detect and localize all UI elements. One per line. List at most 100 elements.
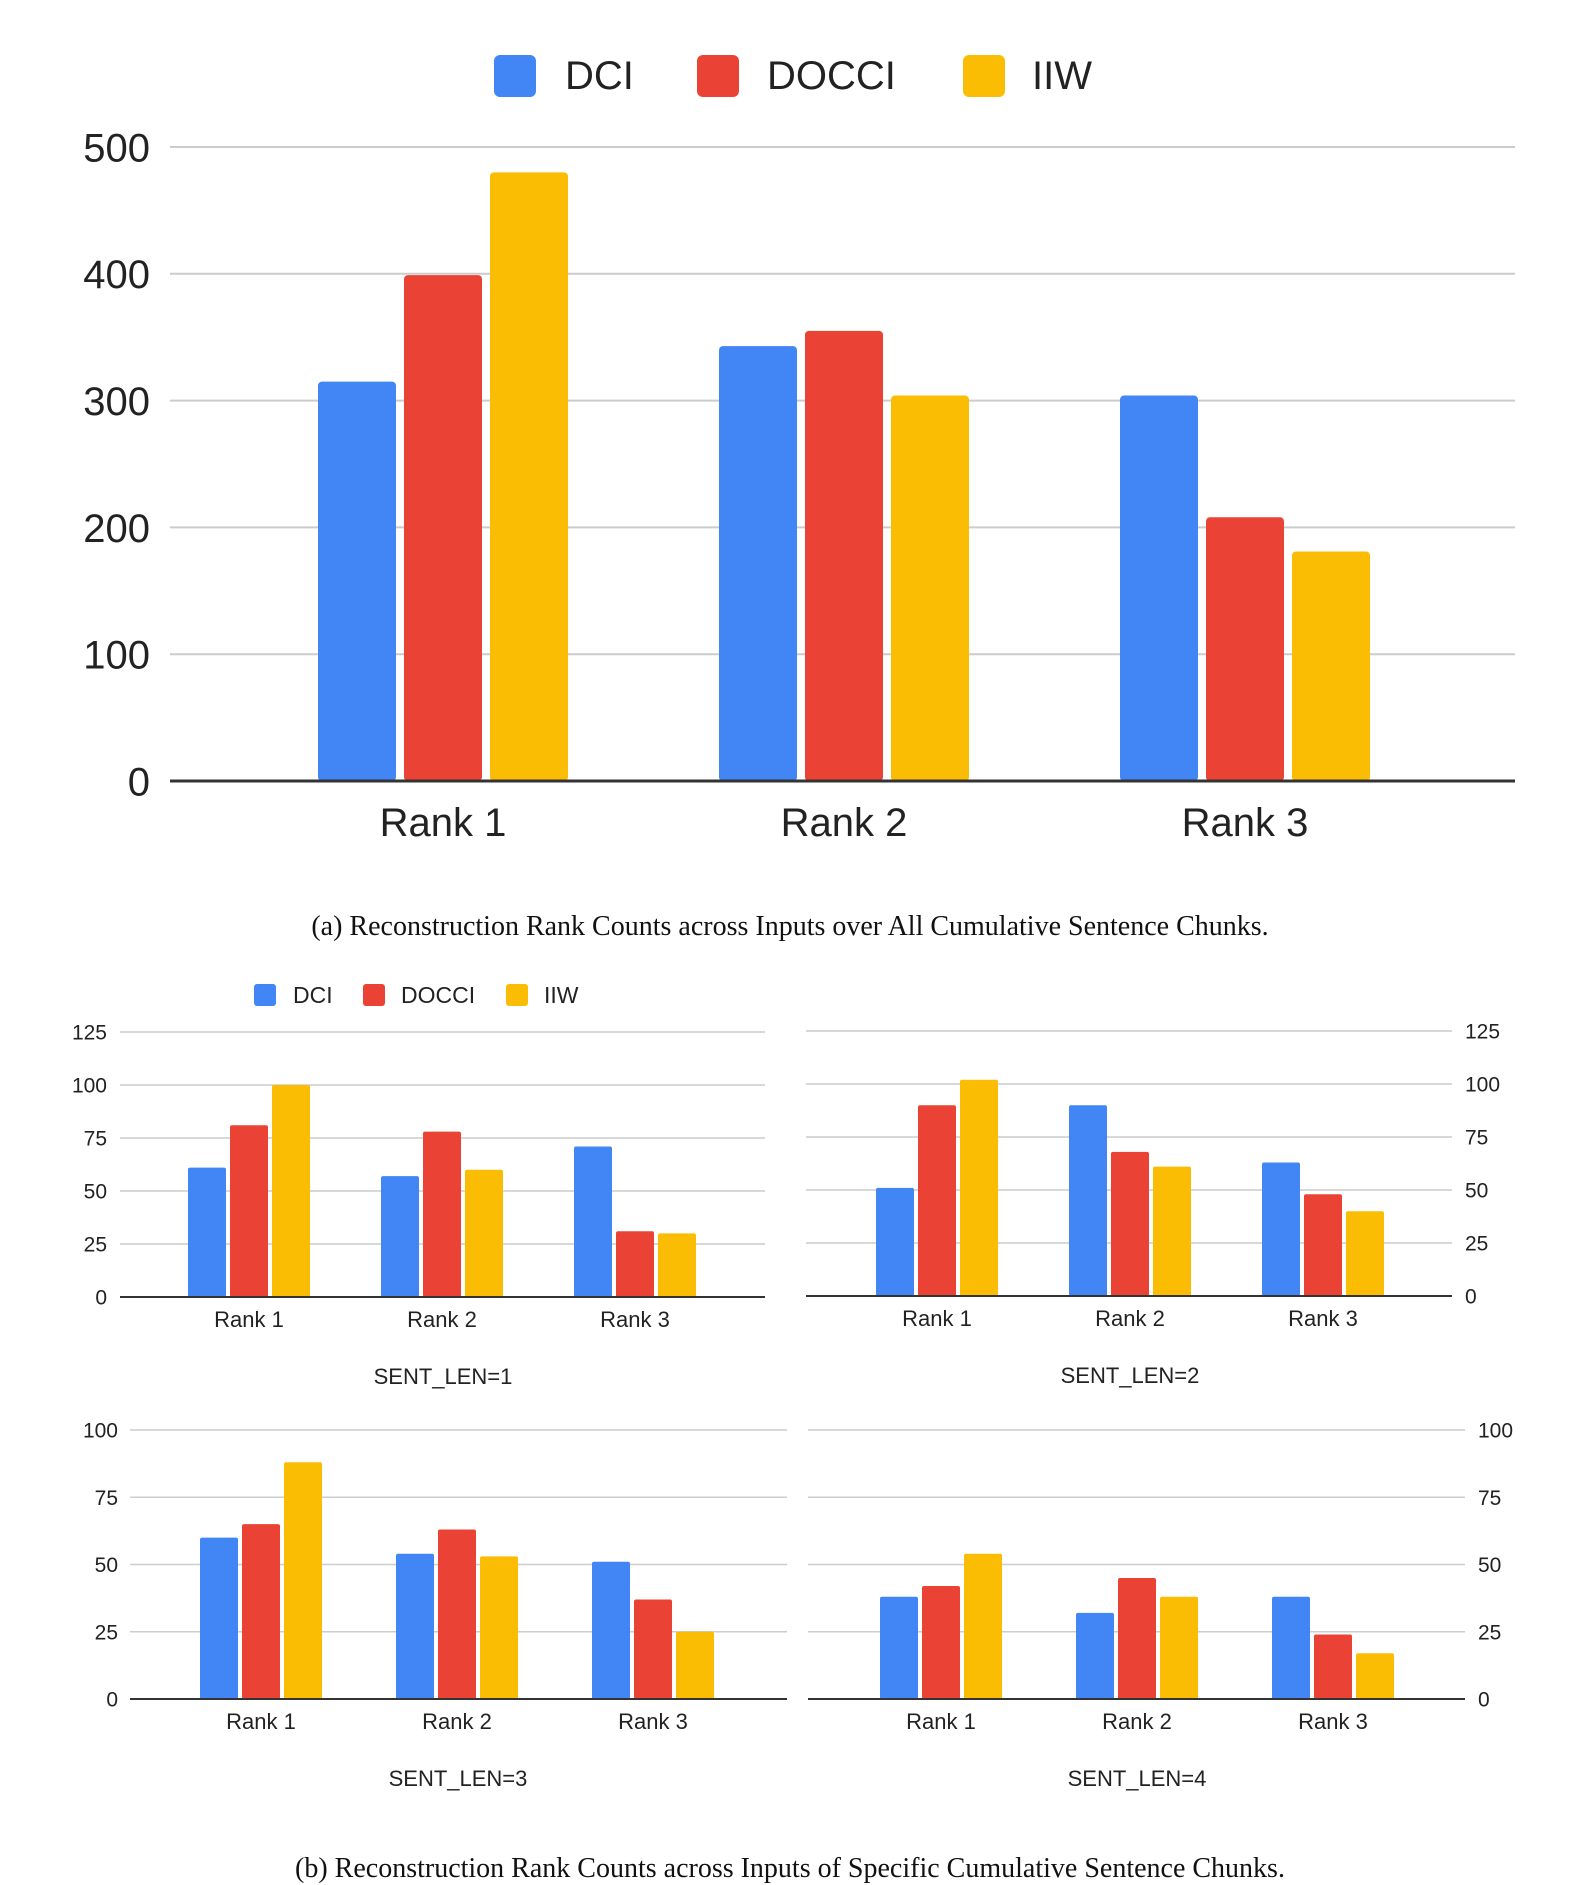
x-tick-label-rank-2: Rank 2 [781,801,908,845]
legend-label-docci: DOCCI [767,54,896,98]
x-tick-label-rank-2: Rank 2 [1102,1709,1172,1734]
bar-dci-rank-3 [1272,1596,1310,1699]
bar-dci-rank-2 [1076,1612,1114,1699]
bar-docci-rank-2 [423,1131,461,1297]
subchart-sent-len-3: 0 25 50 75 100 Rank 1 Rank 2 Rank 3 SENT_LEN=3 [83,1420,787,1791]
bar-iiw-rank-3 [1292,551,1370,781]
chart-grid-legend: DCI DOCCI IIW [254,982,579,1008]
x-tick-label-rank-1: Rank 1 [380,801,507,845]
y-tick-label-50: 50 [84,1181,107,1204]
y-tick-label-75: 75 [1465,1127,1488,1150]
bar-iiw-rank-2 [480,1556,518,1699]
bar-dci-rank-1 [876,1187,914,1296]
chart-main-legend: DCI DOCCI IIW [494,54,1092,98]
y-tick-label-125: 125 [1465,1021,1500,1044]
bar-iiw-rank-2 [1160,1596,1198,1699]
bar-docci-rank-1 [922,1586,960,1699]
y-tick-label-500: 500 [83,126,150,170]
bar-docci-rank-3 [1314,1634,1352,1699]
x-tick-label-rank-2: Rank 2 [422,1709,492,1734]
bar-iiw-rank-2 [465,1169,503,1297]
bar-dci-rank-1 [880,1596,918,1699]
legend-label-docci: DOCCI [401,982,475,1008]
bar-docci-rank-1 [230,1125,268,1297]
bar-dci-rank-3 [1120,395,1198,781]
bar-iiw-rank-3 [1356,1653,1394,1699]
bar-dci-rank-1 [200,1537,238,1699]
x-axis-title: SENT_LEN=1 [374,1364,513,1389]
y-tick-label-300: 300 [83,380,150,424]
x-tick-label-rank-1: Rank 1 [226,1709,296,1734]
y-tick-label-0: 0 [1465,1286,1477,1309]
bar-dci-rank-1 [318,381,396,781]
x-tick-label-rank-3: Rank 3 [618,1709,688,1734]
y-tick-label-25: 25 [1465,1233,1488,1256]
x-tick-label-rank-3: Rank 3 [600,1307,670,1332]
y-tick-label-0: 0 [106,1689,118,1712]
y-tick-label-75: 75 [84,1128,107,1151]
legend-swatch-dci [254,984,276,1006]
bar-dci-rank-2 [381,1176,419,1297]
y-tick-label-50: 50 [1465,1180,1488,1203]
y-tick-label-0: 0 [128,760,150,804]
bar-dci-rank-3 [1262,1162,1300,1296]
bar-iiw-rank-1 [284,1462,322,1699]
legend-label-dci: DCI [565,54,634,98]
bar-dci-rank-2 [719,346,797,781]
bar-docci-rank-2 [1118,1577,1156,1699]
legend-label-dci: DCI [293,982,333,1008]
y-tick-label-125: 125 [72,1022,107,1045]
bar-dci-rank-2 [1069,1105,1107,1296]
subchart-sent-len-4: 0 25 50 75 100 Rank 1 Rank 2 Rank 3 SENT_LEN=4 [808,1420,1513,1791]
y-tick-label-100: 100 [83,1420,118,1443]
y-tick-label-25: 25 [1478,1621,1501,1644]
x-tick-label-rank-2: Rank 2 [1095,1306,1165,1331]
bar-iiw-rank-2 [891,395,969,781]
bar-docci-rank-2 [438,1529,476,1699]
x-tick-label-rank-1: Rank 1 [906,1709,976,1734]
x-tick-label-rank-3: Rank 3 [1182,801,1309,845]
y-tick-label-25: 25 [95,1621,118,1644]
y-tick-label-200: 200 [83,507,150,551]
bar-iiw-rank-1 [490,172,568,782]
caption-b: (b) Reconstruction Rank Counts across In… [295,1853,1285,1884]
x-tick-label-rank-3: Rank 3 [1288,1306,1358,1331]
x-tick-label-rank-1: Rank 1 [214,1307,284,1332]
bar-dci-rank-1 [188,1167,226,1297]
subchart-sent-len-2: 0 25 50 75 100 125 Rank 1 Rank 2 Rank 3 SENT_LEN=… [806,1021,1500,1388]
legend-swatch-dci [494,55,536,97]
legend-swatch-docci [363,984,385,1006]
legend-swatch-iiw [963,55,1005,97]
bar-iiw-rank-3 [658,1233,696,1297]
y-tick-label-0: 0 [1478,1689,1490,1712]
bar-docci-rank-3 [634,1599,672,1699]
y-tick-label-50: 50 [1478,1554,1501,1577]
x-tick-label-rank-2: Rank 2 [407,1307,477,1332]
bar-docci-rank-3 [616,1231,654,1297]
bar-iiw-rank-1 [960,1079,998,1296]
bar-iiw-rank-1 [272,1085,310,1297]
bar-docci-rank-1 [242,1524,280,1699]
chart-main: DCI DOCCI IIW (a) Reconstruction Rank Co… [83,54,1515,942]
bar-docci-rank-2 [805,330,883,781]
bar-iiw-rank-2 [1153,1166,1191,1296]
y-tick-label-100: 100 [1465,1074,1500,1097]
y-tick-label-75: 75 [95,1487,118,1510]
y-tick-label-400: 400 [83,253,150,297]
caption-a: (a) Reconstruction Rank Counts across In… [311,911,1268,942]
bar-iiw-rank-1 [964,1553,1002,1699]
bar-docci-rank-3 [1304,1194,1342,1296]
y-tick-label-75: 75 [1478,1487,1501,1510]
bar-iiw-rank-3 [1346,1211,1384,1296]
y-tick-label-0: 0 [95,1287,107,1310]
x-tick-label-rank-3: Rank 3 [1298,1709,1368,1734]
x-axis-title: SENT_LEN=3 [389,1766,528,1791]
x-tick-label-rank-1: Rank 1 [902,1306,972,1331]
legend-label-iiw: IIW [1032,54,1092,98]
bar-docci-rank-3 [1206,517,1284,781]
y-tick-label-25: 25 [84,1234,107,1257]
y-tick-label-100: 100 [83,634,150,678]
bar-docci-rank-1 [404,275,482,781]
bar-docci-rank-1 [918,1105,956,1296]
